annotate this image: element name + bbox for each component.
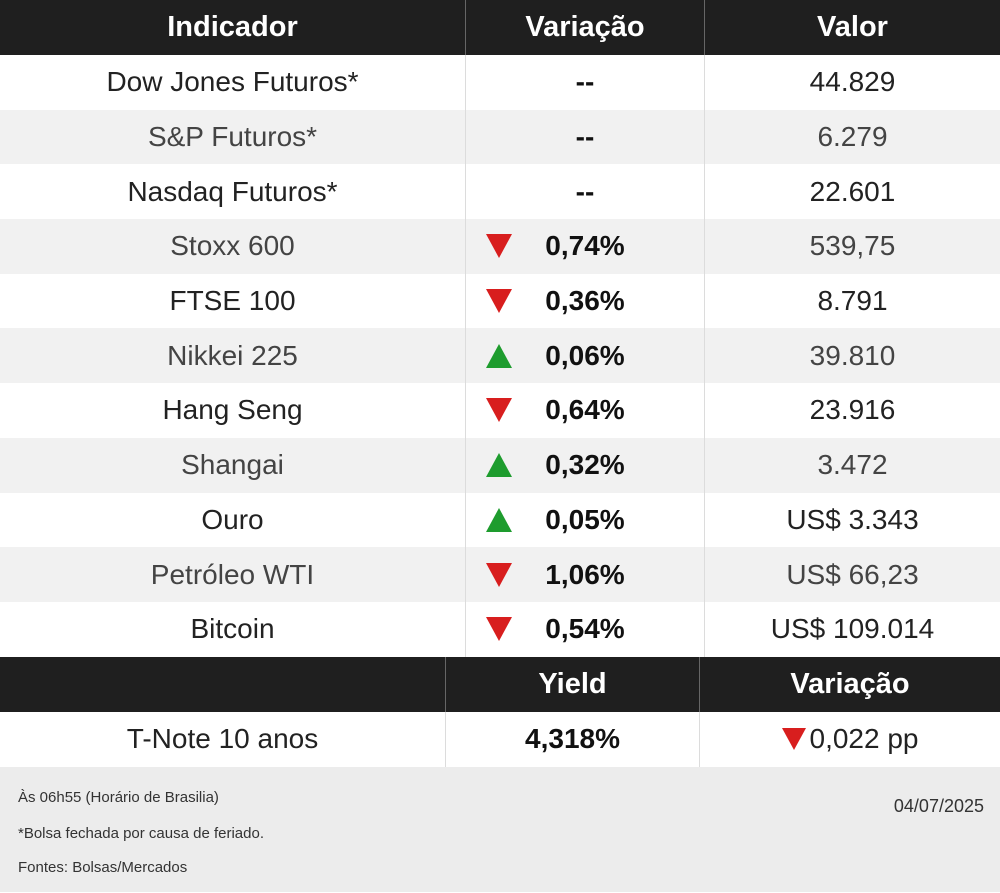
table-row: Stoxx 600 0,74% 539,75 — [0, 219, 1000, 274]
table-row: Dow Jones Futuros* -- 44.829 — [0, 55, 1000, 110]
variation-cell: 0,32% — [465, 437, 705, 493]
variation-cell: 0,74% — [465, 219, 705, 274]
arrow-up-icon — [486, 453, 512, 478]
indicator-value: 8.791 — [817, 285, 888, 317]
variation-value: 0,06% — [545, 339, 625, 371]
variation-value: 0,54% — [545, 613, 625, 645]
table-header: Indicador Variação Valor — [0, 0, 1000, 55]
arrow-down-icon — [486, 398, 512, 423]
indicator-name: Petróleo WTI — [150, 558, 315, 590]
treasury-name: T-Note 10 anos — [126, 723, 319, 755]
indicator-value: 39.810 — [809, 339, 896, 371]
indicator-value: US$ 66,23 — [786, 558, 919, 590]
variation-cell: 0,06% — [465, 328, 705, 384]
treasury-change: 0,022 pp — [809, 723, 919, 755]
header-indicador: Indicador — [167, 11, 298, 43]
indicator-value: 44.829 — [809, 66, 896, 98]
arrow-down-icon — [486, 562, 512, 587]
indicator-name: Bitcoin — [190, 613, 275, 645]
variation-cell: 1,06% — [465, 547, 705, 602]
table-row: FTSE 100 0,36% 8.791 — [0, 273, 1000, 329]
indicator-value: 6.279 — [817, 121, 888, 153]
variation-value: 0,74% — [545, 230, 625, 262]
indicator-name: FTSE 100 — [169, 285, 296, 317]
sources-note: Fontes: Bolsas/Mercados — [18, 858, 188, 876]
variation-cell: 0,64% — [465, 383, 705, 438]
indicator-name: Stoxx 600 — [170, 230, 295, 262]
indicator-name: Ouro — [201, 503, 264, 535]
indicator-name: S&P Futuros* — [147, 121, 318, 153]
variation-cell: -- — [465, 55, 705, 110]
header-variacao: Variação — [465, 0, 705, 55]
indicator-name: Dow Jones Futuros* — [106, 66, 359, 98]
table-row: Bitcoin 0,54% US$ 109.014 — [0, 601, 1000, 657]
table-row: S&P Futuros* -- 6.279 — [0, 109, 1000, 165]
holiday-note: *Bolsa fechada por causa de feriado. — [18, 824, 264, 842]
indicator-name: Hang Seng — [162, 394, 303, 426]
variation-cell: 0,05% — [465, 492, 705, 548]
variation-cell: -- — [465, 164, 705, 220]
indicator-value: 3.472 — [817, 449, 888, 481]
arrow-down-icon — [486, 234, 512, 259]
variation-value: 1,06% — [545, 558, 625, 590]
variation-value: 0,05% — [545, 503, 625, 535]
table-row: Hang Seng 0,64% 23.916 — [0, 383, 1000, 438]
footer: Às 06h55 (Horário de Brasilia) *Bolsa fe… — [0, 766, 1000, 892]
indicator-value: 23.916 — [809, 394, 896, 426]
variation-cell: 0,54% — [465, 601, 705, 657]
indicator-value: US$ 3.343 — [786, 503, 919, 535]
table-row: Petróleo WTI 1,06% US$ 66,23 — [0, 547, 1000, 602]
date-label: 04/07/2025 — [893, 795, 984, 816]
indicator-name: Nasdaq Futuros* — [127, 175, 338, 207]
treasury-yield: 4,318% — [525, 723, 620, 755]
variation-value: 0,32% — [545, 449, 625, 481]
header-yield: Yield — [445, 656, 700, 712]
header-variacao-treasury: Variação — [790, 667, 910, 700]
table-row: Ouro 0,05% US$ 3.343 — [0, 492, 1000, 548]
table-row: Nasdaq Futuros* -- 22.601 — [0, 164, 1000, 220]
table-row: Nikkei 225 0,06% 39.810 — [0, 328, 1000, 384]
variation-value: -- — [575, 121, 595, 153]
treasury-table: Yield Variação T-Note 10 anos 4,318% 0,0… — [0, 656, 1000, 767]
variation-value: -- — [575, 175, 595, 207]
header-valor: Valor — [817, 11, 888, 43]
table-body: Dow Jones Futuros* -- 44.829 S&P Futuros* --… — [0, 55, 1000, 657]
variation-value: 0,36% — [545, 285, 625, 317]
treasury-row: T-Note 10 anos 4,318% 0,022 pp — [0, 711, 1000, 767]
indicator-value: 539,75 — [809, 230, 896, 262]
indicator-name: Shangai — [181, 449, 284, 481]
arrow-down-icon — [486, 617, 512, 642]
indicator-name: Nikkei 225 — [167, 339, 298, 371]
time-note: Às 06h55 (Horário de Brasilia) — [18, 788, 219, 806]
arrow-up-icon — [486, 507, 512, 532]
variation-value: 0,64% — [545, 394, 625, 426]
variation-value: -- — [575, 66, 595, 98]
treasury-header: Yield Variação — [0, 656, 1000, 712]
indicator-value: 22.601 — [809, 175, 896, 207]
arrow-up-icon — [486, 343, 512, 368]
indicator-value: US$ 109.014 — [770, 613, 935, 645]
variation-cell: 0,36% — [465, 273, 705, 329]
table-row: Shangai 0,32% 3.472 — [0, 437, 1000, 493]
variation-cell: -- — [465, 109, 705, 165]
treasury-header-blank — [0, 657, 445, 712]
arrow-down-icon — [781, 728, 806, 751]
arrow-down-icon — [486, 289, 512, 314]
market-table: Indicador Variação Valor Dow Jones Futur… — [0, 0, 1000, 657]
